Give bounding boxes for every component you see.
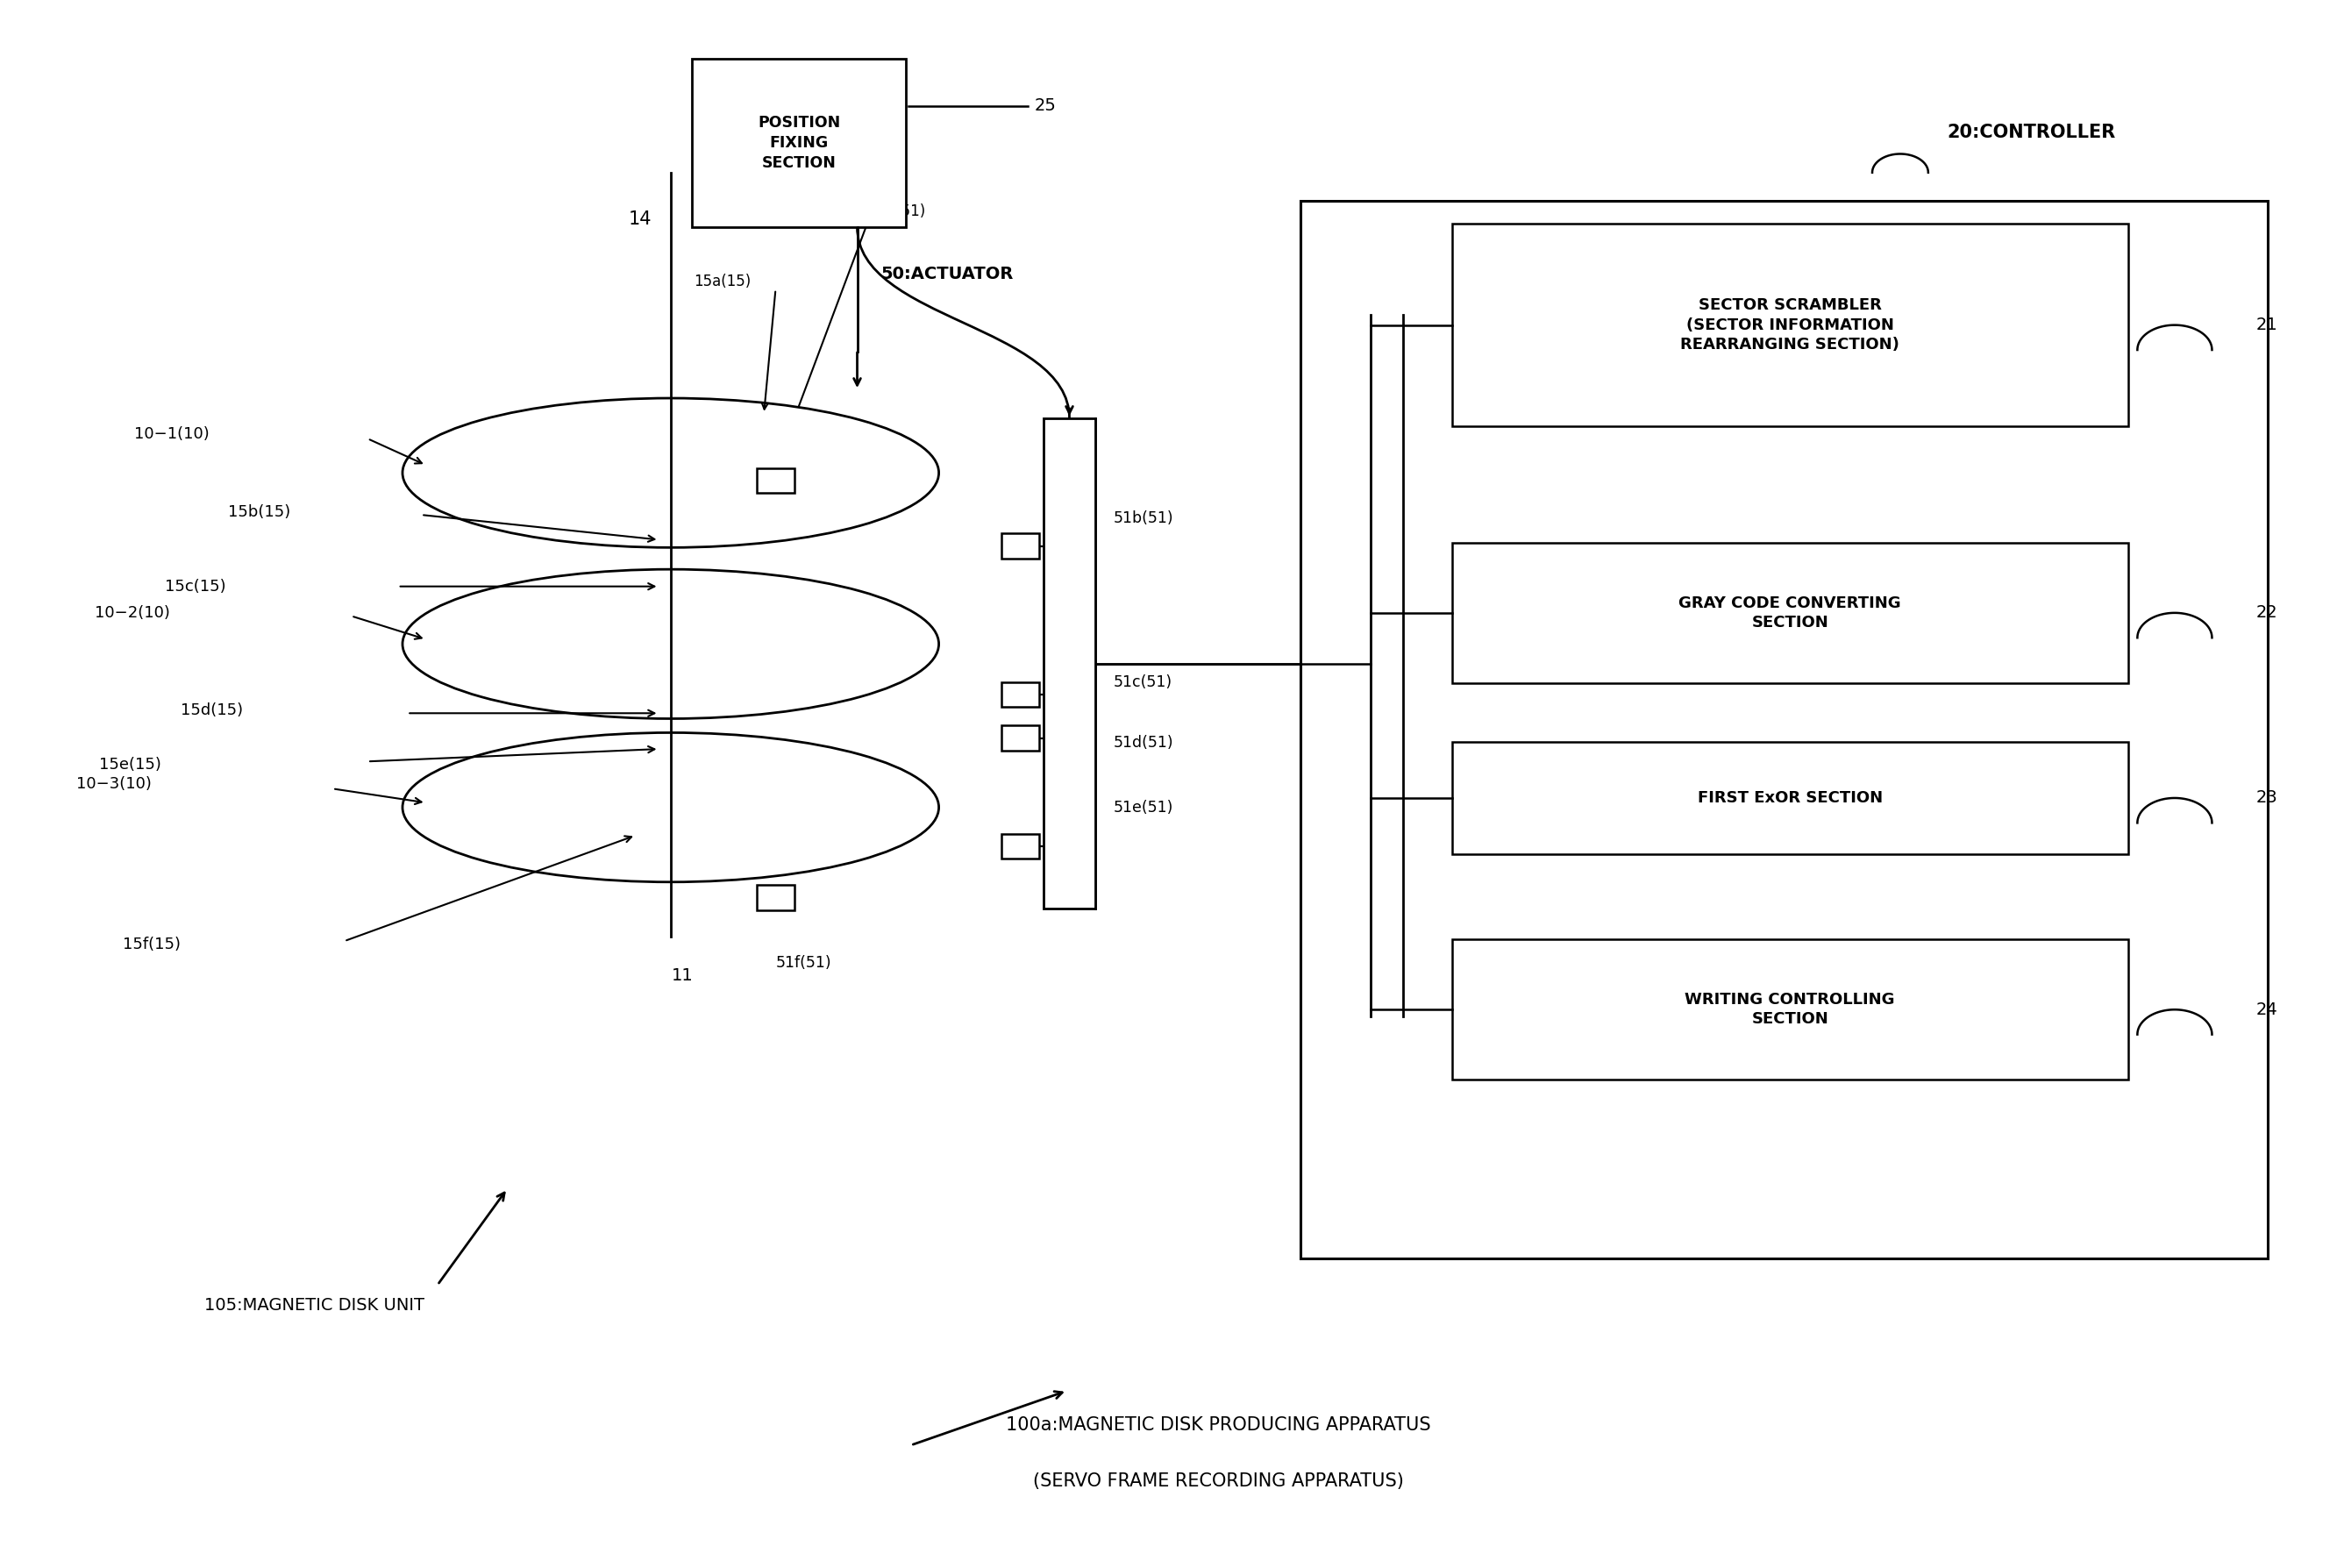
Text: 15c(15): 15c(15) — [164, 579, 225, 594]
Bar — [1001, 682, 1038, 707]
Text: 25: 25 — [1034, 97, 1057, 114]
Text: 23: 23 — [2257, 790, 2278, 806]
Bar — [1001, 533, 1038, 558]
Text: 100a:MAGNETIC DISK PRODUCING APPARATUS: 100a:MAGNETIC DISK PRODUCING APPARATUS — [1006, 1416, 1432, 1433]
Text: 24: 24 — [2257, 1002, 2278, 1018]
Text: 51b(51): 51b(51) — [1113, 510, 1174, 525]
Bar — [1301, 201, 2269, 1259]
Text: 15f(15): 15f(15) — [122, 936, 180, 952]
Text: 14: 14 — [628, 210, 652, 227]
Text: 51c(51): 51c(51) — [1113, 674, 1172, 690]
Ellipse shape — [403, 398, 940, 547]
Text: GRAY CODE CONVERTING
SECTION: GRAY CODE CONVERTING SECTION — [1678, 596, 1901, 630]
Text: 51a(51): 51a(51) — [870, 204, 926, 220]
Ellipse shape — [403, 732, 940, 883]
Text: 105:MAGNETIC DISK UNIT: 105:MAGNETIC DISK UNIT — [204, 1297, 424, 1314]
Text: 20:CONTROLLER: 20:CONTROLLER — [1948, 124, 2114, 141]
Text: SECTOR SCRAMBLER
(SECTOR INFORMATION
REARRANGING SECTION): SECTOR SCRAMBLER (SECTOR INFORMATION REA… — [1681, 298, 1899, 353]
Text: 51d(51): 51d(51) — [1113, 735, 1174, 751]
Text: 51f(51): 51f(51) — [776, 955, 832, 971]
Text: 10−2(10): 10−2(10) — [94, 605, 171, 621]
Text: WRITING CONTROLLING
SECTION: WRITING CONTROLLING SECTION — [1685, 993, 1894, 1027]
Bar — [1451, 939, 2128, 1080]
Text: 11: 11 — [670, 967, 694, 985]
Text: 15d(15): 15d(15) — [180, 702, 244, 718]
Text: 51e(51): 51e(51) — [1113, 800, 1174, 815]
Bar — [757, 469, 795, 492]
Text: (SERVO FRAME RECORDING APPARATUS): (SERVO FRAME RECORDING APPARATUS) — [1034, 1472, 1404, 1490]
Text: 15a(15): 15a(15) — [694, 273, 750, 290]
Text: 50:ACTUATOR: 50:ACTUATOR — [881, 267, 1013, 282]
Bar — [1043, 419, 1095, 908]
Bar — [1001, 726, 1038, 751]
Bar — [1451, 742, 2128, 855]
Text: 10−3(10): 10−3(10) — [75, 776, 152, 792]
Bar — [1001, 834, 1038, 859]
Text: POSITION
FIXING
SECTION: POSITION FIXING SECTION — [757, 114, 839, 171]
Ellipse shape — [403, 569, 940, 718]
Text: 21: 21 — [2257, 317, 2278, 334]
Text: 15e(15): 15e(15) — [98, 757, 162, 773]
Bar — [691, 60, 907, 227]
Bar — [1451, 543, 2128, 684]
Text: 10−1(10): 10−1(10) — [134, 426, 209, 442]
Text: FIRST ExOR SECTION: FIRST ExOR SECTION — [1697, 790, 1882, 806]
Text: 22: 22 — [2257, 605, 2278, 621]
Bar — [1451, 224, 2128, 426]
Bar — [757, 884, 795, 909]
Text: 15b(15): 15b(15) — [227, 503, 291, 519]
